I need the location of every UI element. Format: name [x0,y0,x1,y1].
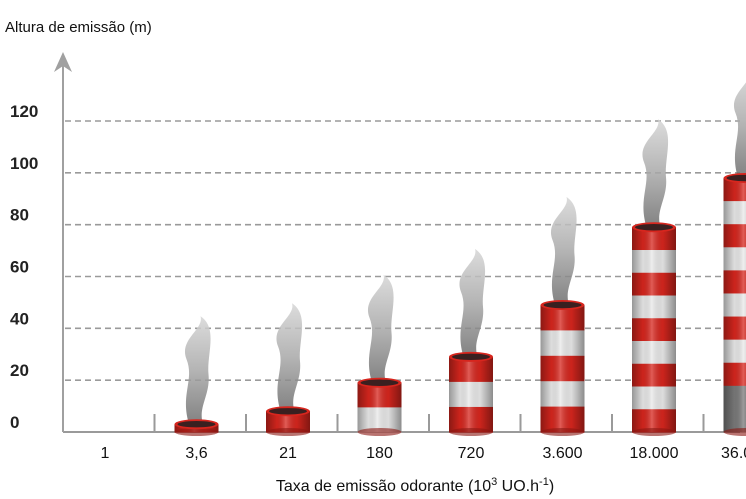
chimney-base [632,428,676,436]
chimney-shade [723,178,746,432]
chimney-shade [266,411,310,432]
x-axis-label-middle: UO.h [497,478,539,495]
x-tick-label: 21 [279,445,297,462]
y-tick-label: 60 [10,258,29,277]
smoke-plume [642,119,669,226]
chimney-shade [632,227,676,432]
chimney-shade [540,305,585,432]
chimney-opening [360,379,399,386]
x-tick-label: 720 [458,445,485,462]
chimney-opening [269,408,307,415]
chimney-base [174,428,219,436]
smoke-plume [367,274,394,381]
chimney-opening [177,421,216,428]
chimney-base [540,428,585,436]
x-axis-label: Taxa de emissão odorante (103 UO.h-1) [276,476,554,495]
chimney-bar [357,274,402,436]
x-axis-label-prefix: Taxa de emissão odorante (10 [276,478,491,495]
y-tick-label: 120 [10,102,38,121]
y-tick-label: 80 [10,206,29,225]
chimney-opening [635,224,673,231]
x-tick-label: 180 [366,445,393,462]
chimney-bar [632,119,676,436]
x-tick-label: 3.600 [542,445,582,462]
x-tick-label: 1 [101,445,110,462]
smoke-plume [184,316,211,423]
x-tick-label: 18.000 [630,445,679,462]
chimney-base [357,428,402,436]
smoke-plume [276,303,303,410]
chimney-bar [723,82,746,436]
y-tick-label: 20 [10,361,29,380]
chimney-bars [174,82,746,436]
chimney-shade [449,356,493,432]
x-tick-labels: 1 3,6 21 180 720 3.600 18.000 36.000 [101,445,746,462]
smoke-plume [459,248,486,355]
chimney-base [449,428,493,436]
y-axis-label: Altura de emissão (m) [5,19,152,36]
x-axis-label-exp2: -1 [539,476,549,488]
y-tick-label: 40 [10,309,29,328]
chimney-base [723,428,746,436]
x-axis-label-suffix: ) [549,478,554,495]
chimney-opening [543,301,582,309]
chimney-bar [540,197,585,436]
chimney-opening [726,174,746,182]
chimney-opening [452,353,490,361]
smoke-plume [550,197,577,304]
x-axis-label-exp1: 3 [491,476,497,488]
chimney-shade [357,382,402,432]
x-tick-label: 3,6 [185,445,207,462]
y-axis-arrow-icon [54,52,72,72]
chimney-bar [174,316,219,436]
y-tick-label: 0 [10,413,19,432]
x-tick-label: 36.000 [721,445,746,462]
chimney-bar [449,248,493,436]
y-tick-label: 100 [10,154,38,173]
smoke-plume [733,82,746,177]
chimney-base [266,428,310,436]
chimney-bar [266,303,310,436]
y-tick-labels: 0 20 40 60 80 100 120 [10,102,38,432]
